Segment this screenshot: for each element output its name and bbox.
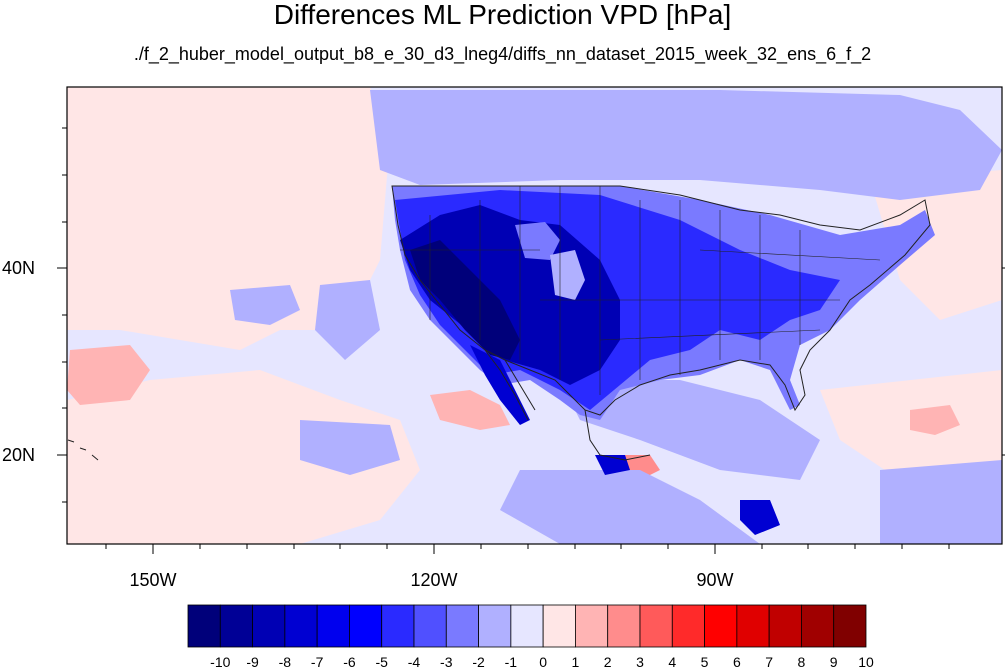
colorbar-swatch: [768, 604, 802, 648]
colorbar-tick-label: -9: [246, 654, 259, 670]
us-outline: [391, 185, 931, 416]
us-rockies-light: [515, 222, 560, 260]
lat-label-40n: 40N: [2, 258, 36, 278]
colorbar-tick-label: -8: [278, 654, 292, 670]
colorbar-swatch: [381, 604, 415, 648]
colorbar-tick-label: -4: [407, 654, 421, 670]
lon-label-120w: 120W: [410, 570, 458, 590]
pink-patch-baja: [430, 390, 510, 430]
colorbar-swatch: [187, 604, 221, 648]
state-borders: [400, 186, 881, 395]
colorbar-tick-label: -1: [504, 654, 518, 670]
axis-ticks: [57, 127, 1005, 554]
colorbar-tick-label: -2: [472, 654, 485, 670]
panama-dark: [740, 500, 780, 535]
lat-label-20n: 20N: [2, 445, 36, 465]
colorbar-swatch: [478, 604, 512, 648]
colorbar-tick-label: 1: [571, 654, 580, 670]
colorbar-swatch: [252, 604, 286, 648]
map-title: Differences ML Prediction VPD [hPa]: [273, 0, 732, 30]
colorbar-swatch: [575, 604, 609, 648]
us-west-coast-dark: [410, 240, 520, 360]
colorbar-tick-label: -7: [310, 654, 324, 670]
colorbar-tick-label: -3: [440, 654, 453, 670]
mexico-outline: [584, 409, 651, 461]
lon-label-90w: 90W: [696, 570, 734, 590]
lon-label-150w: 150W: [129, 570, 177, 590]
map-subtitle: ./f_2_huber_model_output_b8_e_30_d3_lneg…: [133, 44, 872, 64]
colorbar-tick-label: -10: [210, 654, 231, 670]
colorbar-tick-label: 10: [858, 654, 874, 670]
colorbar-swatch: [510, 604, 544, 648]
pink-patch-atlantic: [910, 405, 960, 435]
colorbar-swatch: [219, 604, 253, 648]
pink-patch-hawaii: [67, 345, 150, 405]
colorbar-tick-label: 7: [765, 654, 774, 670]
pink-region-northwest: [67, 87, 390, 350]
blue-patch-east-atlantic: [880, 460, 1002, 544]
colorbar-swatch: [284, 604, 318, 648]
colorbar-swatch: [349, 604, 383, 648]
colorbar-tick-label: 2: [603, 654, 612, 670]
colorbar-tick-label: -5: [375, 654, 388, 670]
colorbar-swatch: [542, 604, 576, 648]
colorbar-tick-label: 5: [700, 654, 709, 670]
blue-patch-south: [500, 470, 760, 544]
colorbar-swatch: [607, 604, 641, 648]
colorbar-swatch: [801, 604, 835, 648]
colorbar-tick-label: 3: [636, 654, 644, 670]
colorbar-swatch: [639, 604, 673, 648]
colorbar-tick-label: 4: [668, 654, 677, 670]
colorbar-tick-label: 0: [539, 654, 548, 670]
colorbar-tick-label: 9: [829, 654, 838, 670]
colorbar-swatch: [833, 604, 867, 648]
colorbar-tick-label: 8: [797, 654, 806, 670]
colorbar-swatch: [445, 604, 479, 648]
blue-patch-pacific-1: [230, 285, 300, 325]
pink-region-east: [870, 170, 1002, 320]
central-america-dark: [595, 455, 630, 475]
us-colorado-light: [550, 250, 585, 300]
blue-patch-pacific-3: [300, 420, 400, 475]
baja-dark: [470, 345, 530, 425]
colorbar-swatch: [413, 604, 447, 648]
map-plot-area: [67, 87, 1002, 544]
blue-patch-pacific-2: [315, 280, 380, 360]
colorbar-swatch: [316, 604, 350, 648]
blue-patch-canada: [370, 90, 1002, 200]
colorbar-swatch: [704, 604, 738, 648]
hawaii-outline: [67, 439, 99, 461]
baja-outline: [484, 349, 536, 421]
colorbar-swatch: [736, 604, 770, 648]
colorbar-tick-label: -6: [343, 654, 356, 670]
blue-patch-gulf: [560, 380, 820, 480]
colorbar: [187, 604, 867, 648]
colorbar-tick-label: 6: [732, 654, 741, 670]
coastlines: [67, 185, 931, 461]
pink-region-southwest: [67, 370, 420, 544]
colorbar-swatch: [671, 604, 705, 648]
